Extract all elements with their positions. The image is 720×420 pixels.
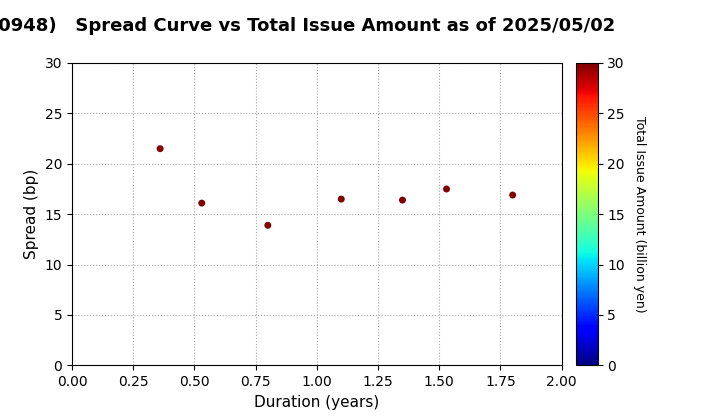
Y-axis label: Total Issue Amount (billion yen): Total Issue Amount (billion yen) [633, 116, 646, 312]
X-axis label: Duration (years): Duration (years) [254, 395, 379, 409]
Point [154, 145, 166, 152]
Point [336, 196, 347, 202]
Point [507, 192, 518, 198]
Text: (0948)   Spread Curve vs Total Issue Amount as of 2025/05/02: (0948) Spread Curve vs Total Issue Amoun… [0, 17, 615, 35]
Point [262, 222, 274, 228]
Point [441, 186, 452, 192]
Y-axis label: Spread (bp): Spread (bp) [24, 169, 39, 259]
Point [397, 197, 408, 203]
Point [196, 200, 207, 207]
